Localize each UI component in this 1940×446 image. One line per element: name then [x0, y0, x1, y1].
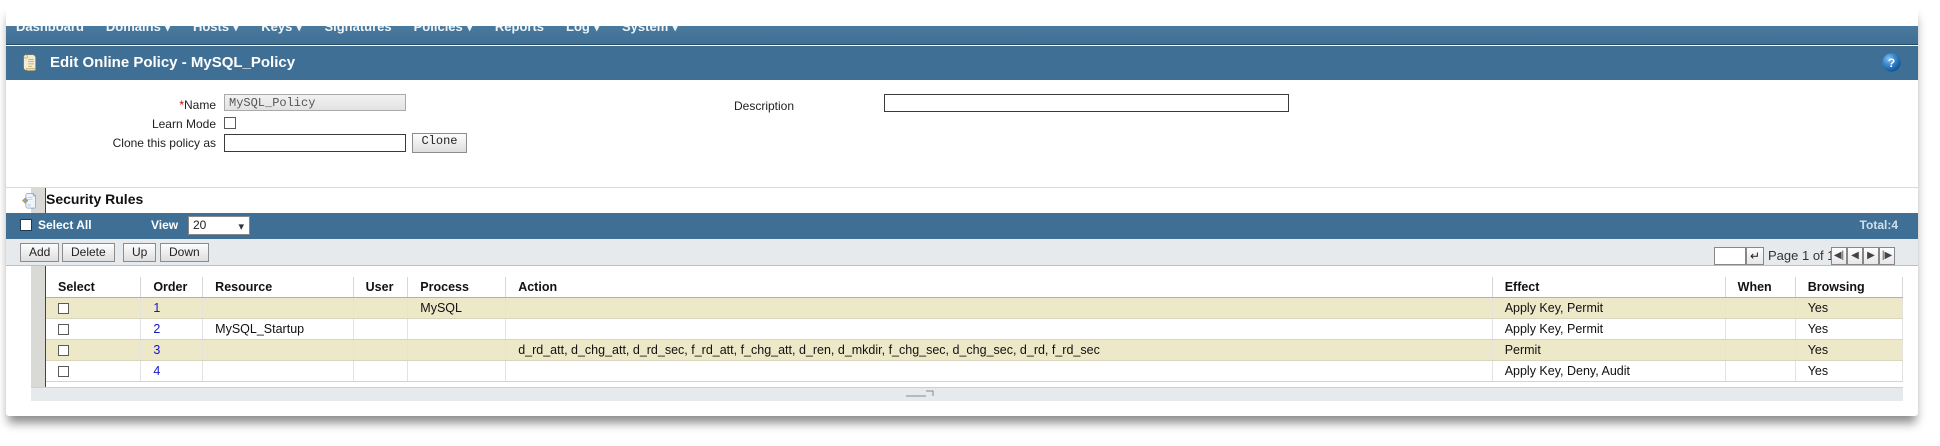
svg-text:?: ?	[1888, 56, 1895, 70]
